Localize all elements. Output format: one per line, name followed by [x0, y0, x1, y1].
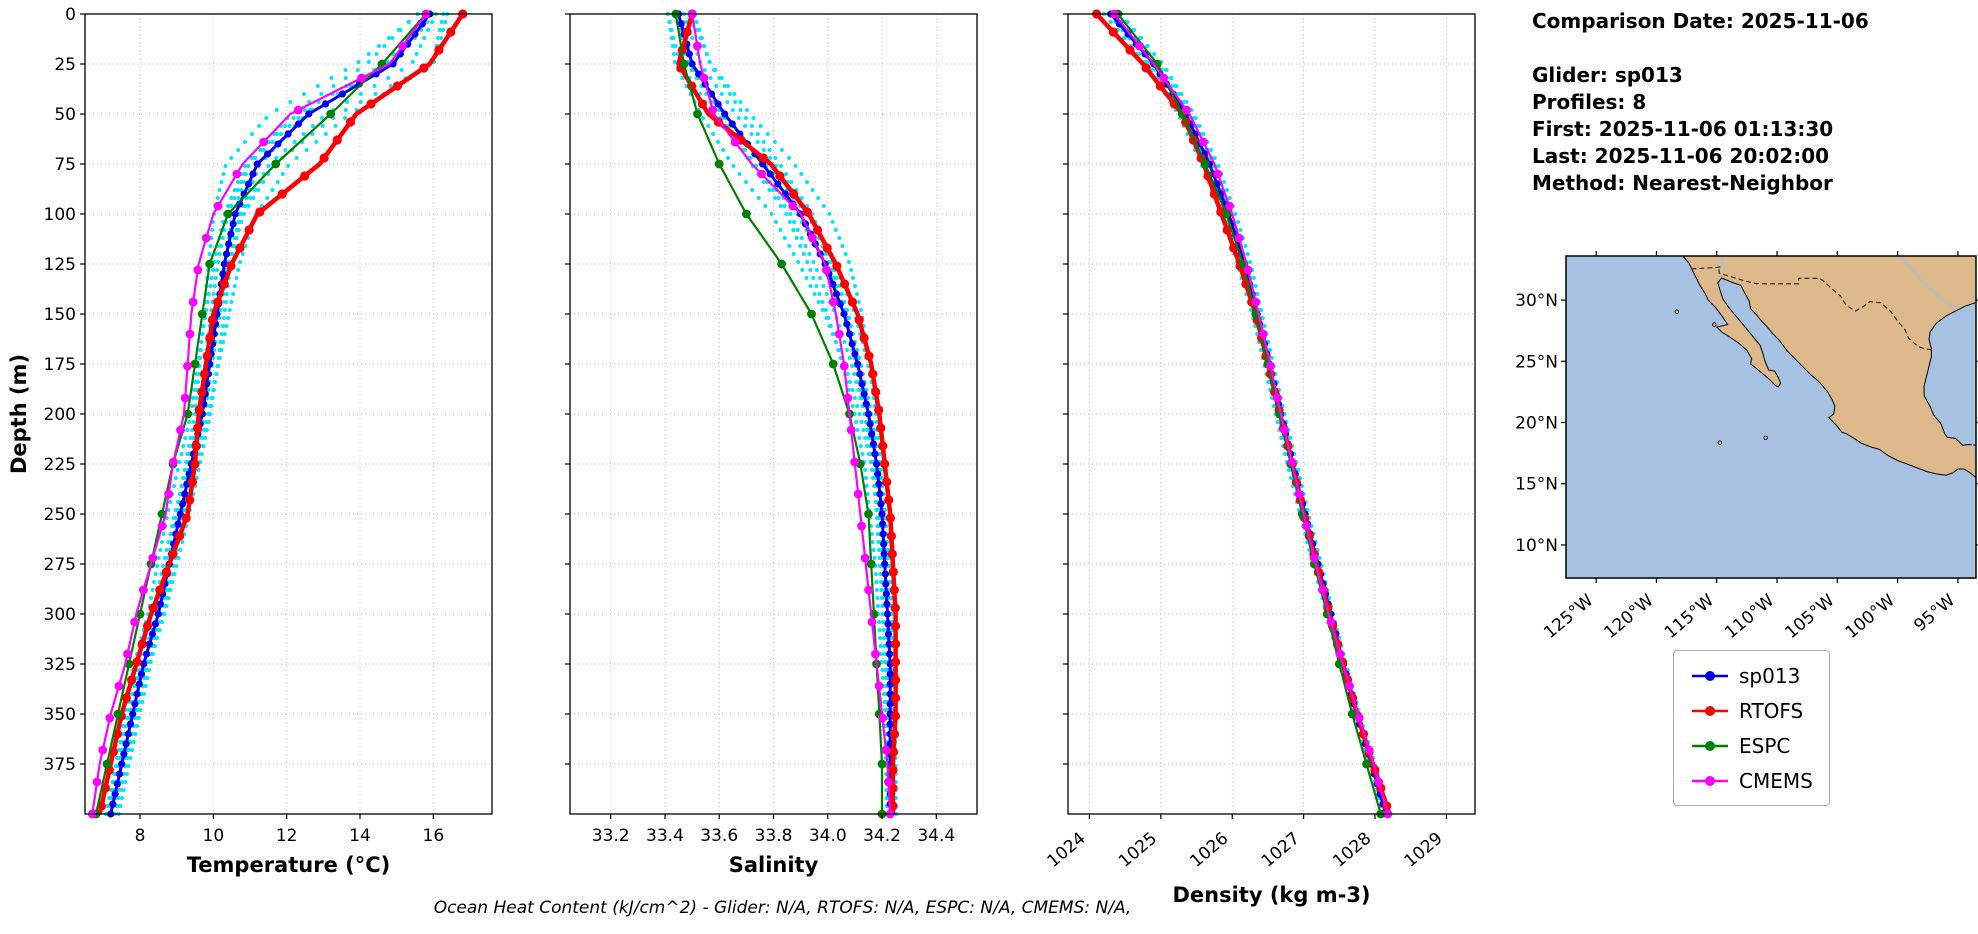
legend-label-sp013: sp013 [1739, 663, 1801, 688]
svg-text:110°W: 110°W [1721, 590, 1778, 640]
comparison-date: Comparison Date: 2025-11-06 [1532, 9, 1869, 33]
map-area [1566, 256, 1976, 578]
svg-text:375: 375 [44, 755, 76, 775]
salinity-plot: 33.2 33.4 33.6 33.8 34.0 34.2 34.4 Salinity [565, 9, 978, 877]
svg-text:75: 75 [54, 155, 76, 175]
location-map-svg: 10°N 15°N 20°N 25°N 30°N 125°W 120°W 115°W 110°W… [1515, 251, 1978, 640]
svg-text:125: 125 [44, 255, 76, 275]
svg-text:300: 300 [44, 605, 76, 625]
svg-text:1028: 1028 [1329, 829, 1375, 872]
svg-text:200: 200 [44, 405, 76, 425]
svg-text:8: 8 [135, 826, 146, 846]
series-ESPC [91, 9, 431, 819]
legend-label-espc: ESPC [1739, 733, 1791, 758]
profile-plots-svg: 8 10 12 14 16 0 25 50 75 100 125 150 175 200 225 250 275… [7, 5, 1476, 907]
series-CMEMS [1110, 9, 1393, 819]
svg-text:175: 175 [44, 355, 76, 375]
last-profile-time: Last: 2025-11-06 20:02:00 [1532, 144, 1830, 168]
svg-text:100: 100 [44, 205, 76, 225]
svg-text:Depth (m): Depth (m) [7, 354, 31, 474]
svg-text:33.4: 33.4 [646, 826, 684, 846]
temperature-plot: 8 10 12 14 16 0 25 50 75 100 125 150 175 200 225 250 275… [7, 5, 493, 877]
svg-text:25°N: 25°N [1515, 352, 1558, 372]
svg-text:Salinity: Salinity [729, 853, 819, 877]
legend-label-cmems: CMEMS [1739, 768, 1813, 793]
island [1712, 322, 1717, 327]
svg-text:Density (kg m-3): Density (kg m-3) [1172, 883, 1370, 907]
ocean-heat-content-note: Ocean Heat Content (kJ/cm^2) - Glider: N… [433, 898, 1132, 918]
info-panel: Comparison Date: 2025-11-06 Glider: sp01… [1532, 8, 1869, 197]
svg-text:16: 16 [423, 826, 445, 846]
us-mexico-border [1691, 266, 1933, 351]
svg-text:325: 325 [44, 655, 76, 675]
svg-text:14: 14 [349, 826, 371, 846]
svg-text:10: 10 [203, 826, 225, 846]
svg-text:275: 275 [44, 555, 76, 575]
svg-text:15°N: 15°N [1515, 475, 1558, 495]
svg-text:34.2: 34.2 [863, 826, 901, 846]
series-RTOFS [96, 9, 468, 815]
series-CMEMS [687, 9, 895, 819]
svg-text:20°N: 20°N [1515, 414, 1558, 434]
svg-text:33.6: 33.6 [700, 826, 738, 846]
series-sp013 [107, 10, 434, 818]
svg-text:34.4: 34.4 [917, 826, 955, 846]
legend-item-sp013: sp013 [1690, 660, 1813, 691]
density-plot: 1024 1025 1026 1027 1028 1029 Density (kg m-3) [1044, 9, 1476, 907]
info-gap [1532, 35, 1869, 62]
legend-item-espc: ESPC [1690, 730, 1813, 761]
svg-text:350: 350 [44, 705, 76, 725]
svg-text:1024: 1024 [1044, 829, 1090, 872]
svg-text:33.2: 33.2 [592, 826, 630, 846]
island [1763, 435, 1768, 440]
first-profile-time: First: 2025-11-06 01:13:30 [1532, 117, 1834, 141]
glider-id: Glider: sp013 [1532, 63, 1683, 87]
river [1899, 256, 1959, 310]
island [1717, 440, 1722, 445]
legend-marker-cmems [1692, 775, 1728, 786]
legend-item-cmems: CMEMS [1690, 765, 1813, 796]
svg-text:12: 12 [276, 826, 298, 846]
svg-text:150: 150 [44, 305, 76, 325]
svg-text:25: 25 [54, 55, 76, 75]
plot-frame [1067, 13, 1476, 815]
svg-text:100°W: 100°W [1842, 590, 1899, 640]
legend-item-rtofs: RTOFS [1690, 695, 1813, 726]
svg-text:1025: 1025 [1115, 829, 1161, 872]
svg-text:1026: 1026 [1186, 829, 1232, 872]
glider-scatter [665, 12, 899, 816]
map-frame [1565, 255, 1977, 579]
legend: sp013 RTOFS ESPC CMEMS [1673, 650, 1830, 806]
svg-text:1027: 1027 [1258, 829, 1304, 872]
svg-text:225: 225 [44, 455, 76, 475]
svg-text:125°W: 125°W [1540, 590, 1597, 640]
svg-text:10°N: 10°N [1515, 536, 1558, 556]
svg-text:Temperature (°C): Temperature (°C) [187, 853, 390, 877]
svg-text:30°N: 30°N [1515, 291, 1558, 311]
series-CMEMS [87, 9, 431, 819]
legend-marker-sp013 [1692, 670, 1728, 681]
svg-text:50: 50 [54, 105, 76, 125]
method: Method: Nearest-Neighbor [1532, 171, 1833, 195]
svg-text:34.0: 34.0 [809, 826, 847, 846]
svg-text:115°W: 115°W [1661, 590, 1718, 640]
legend-label-rtofs: RTOFS [1739, 698, 1804, 723]
land-mexico-us [1682, 256, 1976, 479]
svg-text:120°W: 120°W [1601, 590, 1658, 640]
svg-text:33.8: 33.8 [755, 826, 793, 846]
island [1674, 309, 1680, 314]
svg-text:105°W: 105°W [1781, 590, 1838, 640]
profiles-count: Profiles: 8 [1532, 90, 1647, 114]
legend-marker-espc [1692, 740, 1728, 751]
svg-text:95°W: 95°W [1910, 590, 1959, 636]
svg-text:0: 0 [65, 5, 76, 25]
svg-text:250: 250 [44, 505, 76, 525]
svg-text:1029: 1029 [1401, 829, 1447, 872]
legend-marker-rtofs [1692, 705, 1728, 716]
